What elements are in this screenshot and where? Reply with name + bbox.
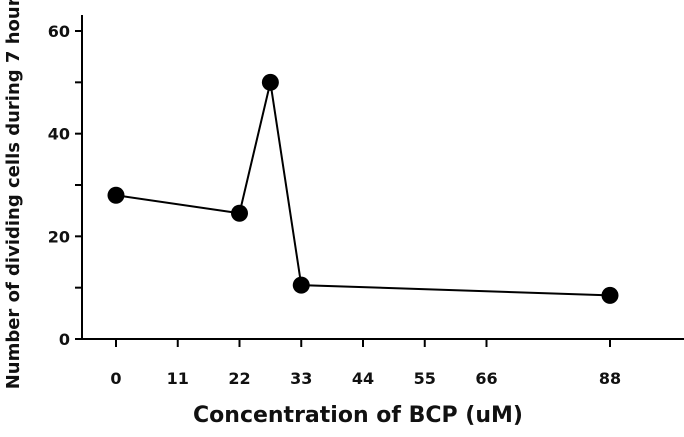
x-axis-title: Concentration of BCP (uM) [193, 403, 523, 428]
x-tick-label: 33 [290, 369, 312, 388]
axes: 0 20 40 60 0 11 22 33 44 55 66 88 [48, 15, 684, 388]
data-point [261, 73, 279, 91]
x-tick-label: 0 [110, 369, 121, 388]
series-layer [107, 73, 619, 304]
y-tick-label: 40 [48, 125, 70, 144]
data-point [292, 276, 310, 294]
x-tick-label: 22 [228, 369, 250, 388]
data-point [231, 204, 248, 222]
data-point [107, 186, 125, 204]
series-line [115, 82, 611, 297]
x-tick-label: 66 [475, 369, 497, 388]
x-tick-label: 55 [414, 369, 436, 388]
data-point [601, 286, 619, 304]
x-tick-label: 11 [167, 369, 189, 388]
y-tick-label: 20 [48, 227, 70, 246]
x-tick-label: 44 [352, 369, 374, 388]
y-tick-label: 0 [59, 330, 70, 349]
y-tick-label: 60 [48, 22, 70, 41]
y-axis-title: Number of dividing cells during 7 hours [3, 0, 24, 389]
x-tick-label: 88 [599, 369, 621, 388]
